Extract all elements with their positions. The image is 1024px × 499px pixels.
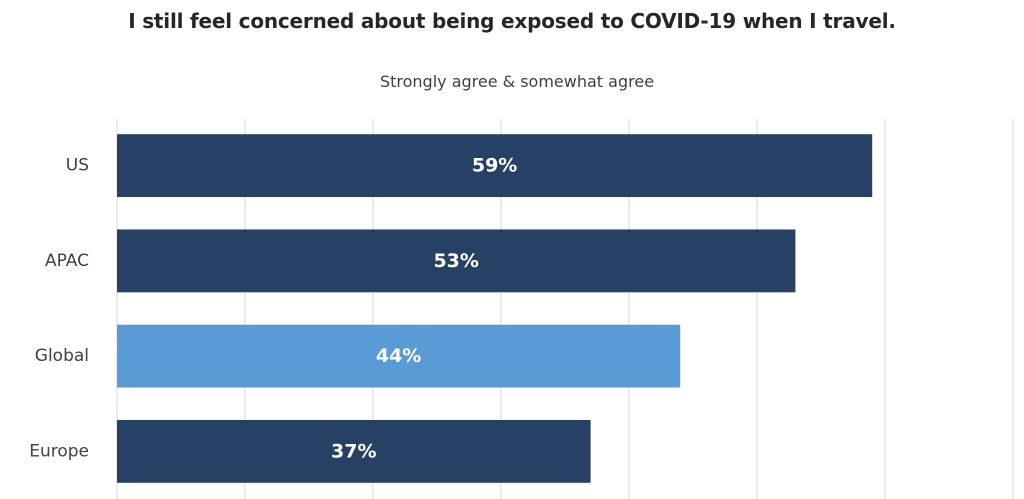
- labels: US 59% APAC 53% Global 44% Europe 37%: [29, 155, 517, 463]
- chart-title: I still feel concerned about being expos…: [128, 9, 896, 33]
- bar-apac: [117, 229, 796, 293]
- value-label-apac: 53%: [433, 250, 478, 272]
- category-label-apac: APAC: [45, 251, 89, 271]
- category-label-europe: Europe: [29, 441, 89, 461]
- value-label-global: 44%: [376, 345, 421, 367]
- bar-us: [117, 134, 873, 198]
- value-label-europe: 37%: [331, 440, 376, 462]
- bars: [117, 134, 873, 483]
- value-label-us: 59%: [472, 155, 517, 177]
- category-label-us: US: [66, 156, 89, 176]
- bar-global: [117, 324, 681, 388]
- category-label-global: Global: [35, 346, 89, 366]
- bar-europe: [117, 419, 591, 483]
- chart-subtitle: Strongly agree & somewhat agree: [379, 72, 655, 91]
